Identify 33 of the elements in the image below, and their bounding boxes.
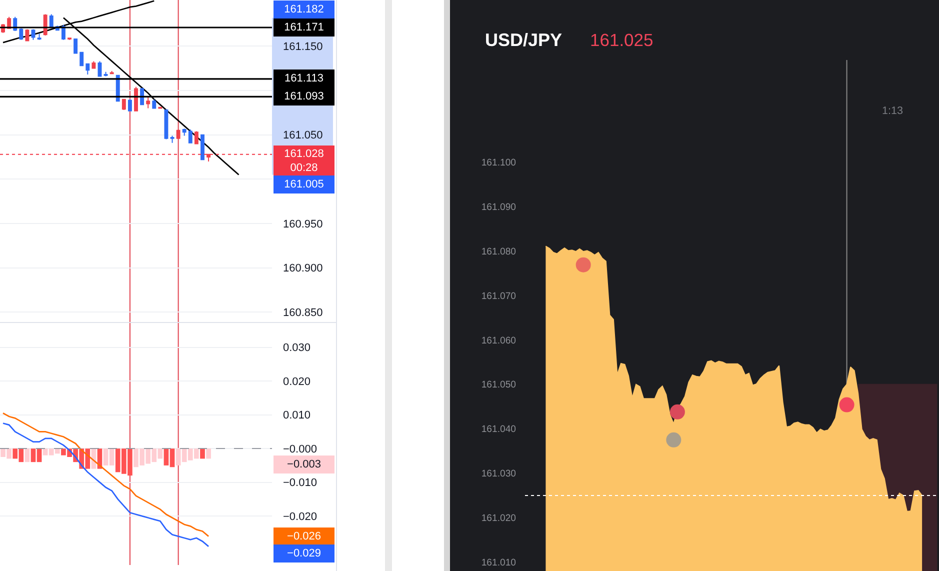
ref-line-label: 161.171 (284, 22, 324, 34)
ref-line-label: 161.093 (284, 90, 324, 102)
chart-title: USD/JPY (485, 30, 562, 50)
annotation: 1:13 (882, 105, 904, 117)
y-tick-label: 161.060 (481, 335, 516, 346)
y-tick-label: 161.070 (481, 290, 516, 302)
y-tick-label: 161.050 (283, 130, 323, 142)
y-tick-label: 161.030 (481, 468, 516, 480)
ref-line-label: 161.113 (284, 72, 324, 84)
text: 161.182 (284, 4, 324, 16)
y-tick-label: 161.090 (481, 202, 516, 213)
y-tick-label: 161.020 (481, 513, 516, 524)
y-tick-label: 0.030 (283, 342, 311, 354)
y-tick-label: 161.050 (481, 380, 516, 391)
y-tick-label: 160.850 (283, 307, 323, 320)
y-tick-label: 160.950 (283, 218, 323, 230)
y-tick-label: 161.150 (283, 40, 323, 53)
text: −0.029 (287, 548, 321, 560)
y-tick-label: −0.000 (283, 443, 317, 456)
chart-subtitle: 161.025 (590, 30, 654, 50)
y-tick-label: 0.020 (283, 376, 311, 388)
y-tick-label: 160.900 (283, 262, 323, 275)
y-tick-label: 161.010 (481, 557, 516, 568)
y-tick-label: −0.020 (283, 510, 317, 523)
ref-line-label: 161.028 00:28 (284, 148, 324, 174)
y-tick-label: 161.040 (481, 424, 516, 436)
text: −0.026 (287, 530, 321, 542)
text: 161.005 (284, 178, 324, 190)
y-tick-label: 0.010 (283, 410, 311, 422)
y-tick-label: 161.100 (481, 158, 516, 169)
y-tick-label: 161.080 (481, 246, 516, 258)
y-tick-label: −0.010 (283, 477, 317, 490)
text: −0.003 (287, 458, 321, 470)
